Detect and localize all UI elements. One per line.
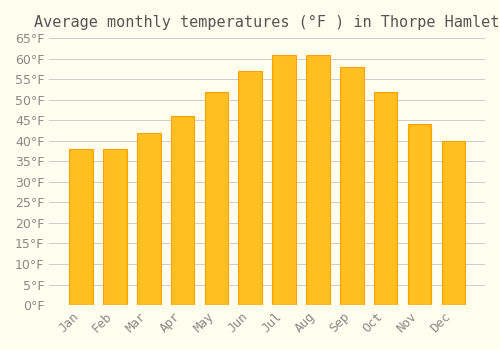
Title: Average monthly temperatures (°F ) in Thorpe Hamlet: Average monthly temperatures (°F ) in Th…	[34, 15, 500, 30]
Bar	[170, 116, 194, 305]
Bar	[137, 133, 160, 305]
Bar	[442, 141, 465, 305]
Bar	[103, 149, 126, 305]
Bar	[374, 91, 398, 305]
Bar	[69, 149, 93, 305]
Bar	[340, 67, 363, 305]
Bar	[204, 91, 229, 305]
Bar	[272, 55, 296, 305]
Bar	[238, 71, 262, 305]
Bar	[306, 55, 330, 305]
Bar	[408, 124, 432, 305]
